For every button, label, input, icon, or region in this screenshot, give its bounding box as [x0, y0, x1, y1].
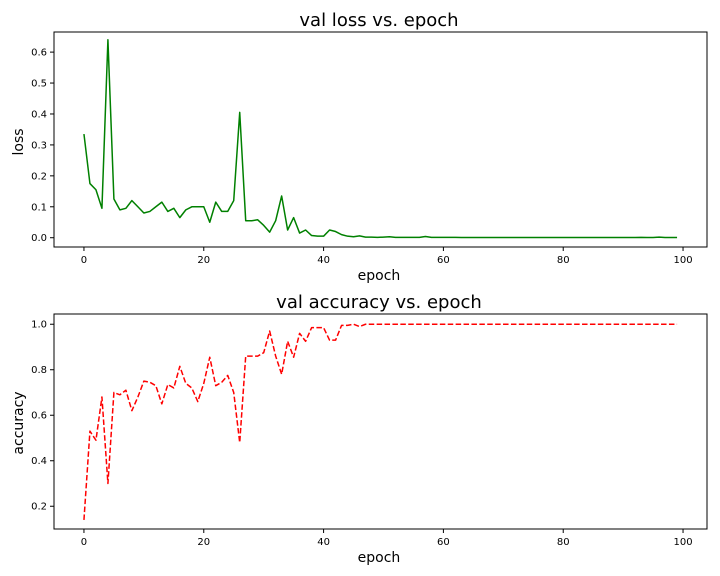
loss-subplot: val loss vs. epoch epoch loss 0 20 40 60 80 1… [11, 10, 708, 284]
loss-x-tick-label: 0 [81, 255, 87, 266]
loss-x-tick-label: 20 [197, 255, 210, 266]
loss-y-tick-label: 0.2 [31, 171, 47, 182]
loss-y-tick-label: 0.4 [31, 109, 47, 120]
accuracy-axes-frame [53, 313, 708, 530]
loss-y-axis-label: loss [11, 128, 27, 155]
accuracy-y-axis-label: accuracy [11, 391, 27, 454]
loss-plot-area: 0 20 40 60 80 100 0.0 0.1 0.2 0.3 0.4 0.5 0.6 [31, 31, 708, 266]
loss-chart-title: val loss vs. epoch [299, 10, 458, 31]
loss-axes-frame [53, 31, 708, 248]
accuracy-plot-area: 0 20 40 60 80 100 0.2 0.4 0.6 0.8 1.0 [31, 313, 708, 548]
accuracy-y-tick-label: 1.0 [31, 320, 47, 331]
accuracy-x-axis-label: epoch [358, 550, 401, 566]
accuracy-y-tick-label: 0.4 [31, 456, 47, 467]
accuracy-x-tick-label: 100 [673, 537, 692, 548]
loss-x-tick-label: 80 [557, 255, 570, 266]
loss-series-line [83, 38, 678, 239]
accuracy-chart-title: val accuracy vs. epoch [276, 292, 482, 313]
accuracy-x-tick-label: 60 [437, 537, 450, 548]
loss-x-axis-label: epoch [358, 268, 401, 284]
loss-y-tick-label: 0.0 [31, 233, 47, 244]
loss-y-tick-label: 0.5 [31, 79, 47, 90]
accuracy-x-tick-label: 80 [557, 537, 570, 548]
loss-y-tick-label: 0.1 [31, 202, 47, 213]
accuracy-x-tick-label: 40 [317, 537, 330, 548]
loss-x-tick-label: 100 [673, 255, 692, 266]
accuracy-y-tick-label: 0.6 [31, 411, 47, 422]
accuracy-y-tick-label: 0.8 [31, 365, 47, 376]
loss-y-tick-label: 0.3 [31, 140, 47, 151]
loss-y-tick-label: 0.6 [31, 48, 47, 59]
accuracy-x-tick-label: 0 [81, 537, 87, 548]
accuracy-series-line [83, 323, 678, 520]
accuracy-x-tick-label: 20 [197, 537, 210, 548]
loss-x-tick-label: 40 [317, 255, 330, 266]
loss-x-tick-label: 60 [437, 255, 450, 266]
accuracy-y-tick-label: 0.2 [31, 502, 47, 513]
accuracy-subplot: val accuracy vs. epoch epoch accuracy 0 2… [11, 292, 708, 566]
